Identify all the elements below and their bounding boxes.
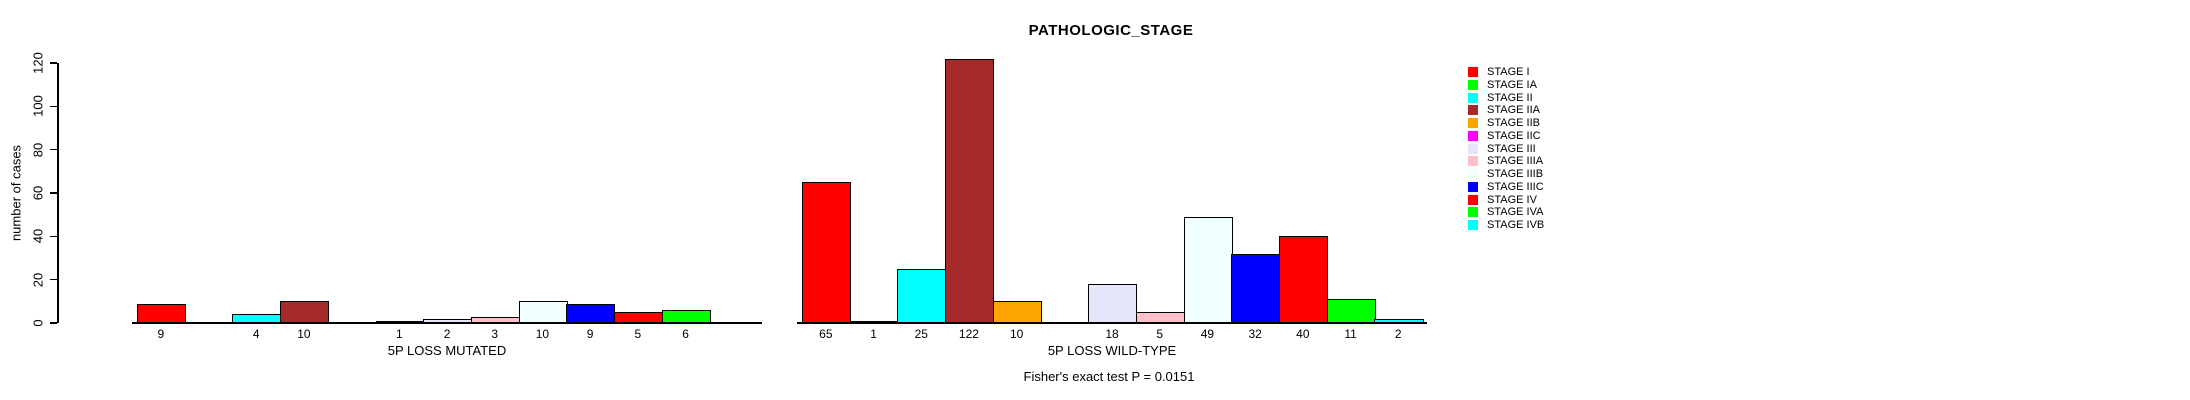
- bar-wild-type-stage-iv: [1279, 236, 1329, 323]
- y-tick-label: 40: [30, 229, 46, 244]
- y-tick-mark: [50, 235, 57, 238]
- bar-value-label: 10: [535, 327, 550, 341]
- bar-mutated-stage-iia: [280, 301, 330, 323]
- bar-mutated-stage-iii: [423, 318, 473, 323]
- y-tick-mark: [50, 148, 57, 151]
- legend-label-stage-iva: STAGE IVA: [1487, 206, 1544, 219]
- legend-label-stage-iiib: STAGE IIIB: [1487, 168, 1544, 180]
- chart-title: PATHOLOGIC_STAGE: [1028, 22, 1194, 39]
- legend-label-stage-iic: STAGE IIC: [1487, 129, 1541, 142]
- legend-label-stage-iia: STAGE IIA: [1487, 104, 1540, 117]
- bar-value-label: 40: [1296, 327, 1310, 341]
- y-axis-line: [57, 63, 59, 323]
- bar-value-label: 5: [1156, 327, 1164, 341]
- y-tick-mark: [50, 105, 57, 108]
- bar-value-label: 25: [914, 327, 928, 341]
- bar-wild-type-stage-iib: [992, 301, 1042, 323]
- bar-wild-type-stage-iiic: [1231, 253, 1281, 323]
- y-tick-mark: [50, 192, 57, 194]
- y-tick-label: 120: [30, 52, 46, 74]
- fisher-test-annotation: Fisher's exact test P = 0.0151: [1023, 369, 1195, 384]
- bar-value-label: 2: [1394, 327, 1402, 341]
- bar-value-label: 1: [396, 327, 403, 341]
- legend-swatch-stage-iia: [1468, 105, 1478, 116]
- bar-wild-type-stage-ia: [849, 320, 899, 323]
- bar-value-label: 6: [682, 327, 689, 341]
- legend-label-stage-iii: STAGE III: [1487, 142, 1536, 155]
- legend-swatch-stage-iiic: [1468, 181, 1478, 192]
- bar-value-label: 3: [491, 327, 499, 341]
- bar-value-label: 65: [819, 327, 833, 341]
- legend-label-stage-ivb: STAGE IVB: [1487, 219, 1545, 231]
- bar-value-label: 10: [1009, 327, 1024, 341]
- bar-wild-type-stage-iia: [945, 58, 995, 323]
- y-tick-mark: [50, 62, 57, 64]
- bar-value-label: 4: [252, 327, 260, 341]
- legend-swatch-stage-ivb: [1468, 220, 1478, 230]
- legend-swatch-stage-iii: [1468, 143, 1478, 154]
- bar-value-label: 5: [634, 327, 642, 341]
- legend-swatch-stage-iic: [1468, 130, 1478, 141]
- bar-wild-type-stage-iiib: [1183, 216, 1233, 323]
- bar-value-label: 11: [1344, 327, 1357, 341]
- x-axis-line: [797, 322, 1428, 324]
- legend-label-stage-iiia: STAGE IIIA: [1487, 155, 1544, 168]
- y-tick-label: 0: [30, 319, 46, 327]
- bar-value-label: 1: [870, 327, 877, 341]
- bar-value-label: 2: [443, 327, 451, 341]
- legend-label-stage-i: STAGE I: [1487, 66, 1530, 78]
- bar-mutated-stage-iva: [661, 310, 711, 323]
- bar-value-label: 18: [1105, 327, 1119, 341]
- y-axis-label: number of cases: [8, 144, 24, 242]
- y-tick-mark: [50, 322, 57, 324]
- group-label-wild-type: 5P LOSS WILD-TYPE: [1047, 343, 1177, 358]
- legend-swatch-stage-iiia: [1468, 156, 1478, 167]
- bar-mutated-stage-iic: [375, 320, 425, 323]
- bar-wild-type-stage-iva: [1326, 299, 1376, 323]
- bar-mutated-stage-iv: [614, 312, 664, 323]
- legend-swatch-stage-ii: [1468, 92, 1478, 103]
- legend-label-stage-iv: STAGE IV: [1487, 193, 1537, 206]
- legend-swatch-stage-iib: [1468, 118, 1478, 128]
- bar-wild-type-stage-iii: [1088, 284, 1138, 323]
- bar-value-label: 122: [958, 327, 979, 341]
- bar-value-label: 49: [1200, 327, 1215, 341]
- legend-swatch-stage-ia: [1468, 79, 1478, 90]
- legend-swatch-stage-iv: [1468, 194, 1478, 205]
- legend-swatch-stage-iva: [1468, 207, 1478, 218]
- bar-mutated-stage-i: [137, 303, 187, 323]
- y-tick-label: 20: [30, 272, 46, 287]
- bar-mutated-stage-iiib: [518, 301, 568, 323]
- bar-mutated-stage-ii: [232, 314, 282, 323]
- bar-value-label: 9: [586, 327, 594, 341]
- bar-mutated-stage-iiia: [470, 316, 521, 323]
- legend-label-stage-ii: STAGE II: [1487, 91, 1533, 104]
- bar-value-label: 32: [1248, 327, 1262, 341]
- legend-label-stage-iib: STAGE IIB: [1487, 117, 1540, 129]
- bar-mutated-stage-iiic: [566, 303, 616, 323]
- bar-wild-type-stage-ivb: [1374, 318, 1424, 323]
- y-tick-label: 100: [30, 95, 46, 118]
- y-tick-label: 60: [30, 185, 46, 201]
- legend-swatch-stage-i: [1468, 67, 1478, 77]
- bar-wild-type-stage-i: [802, 182, 852, 323]
- x-axis-line: [132, 322, 763, 324]
- y-tick-label: 80: [30, 142, 46, 157]
- legend-swatch-stage-iiib: [1468, 169, 1478, 179]
- bar-wild-type-stage-ii: [897, 268, 947, 323]
- y-tick-mark: [50, 278, 57, 281]
- bar-value-label: 10: [297, 327, 311, 341]
- legend-label-stage-ia: STAGE IA: [1487, 78, 1537, 91]
- bar-wild-type-stage-iiia: [1135, 312, 1186, 323]
- bar-value-label: 9: [157, 327, 165, 341]
- legend-label-stage-iiic: STAGE IIIC: [1487, 180, 1544, 193]
- group-label-mutated: 5P LOSS MUTATED: [387, 343, 507, 358]
